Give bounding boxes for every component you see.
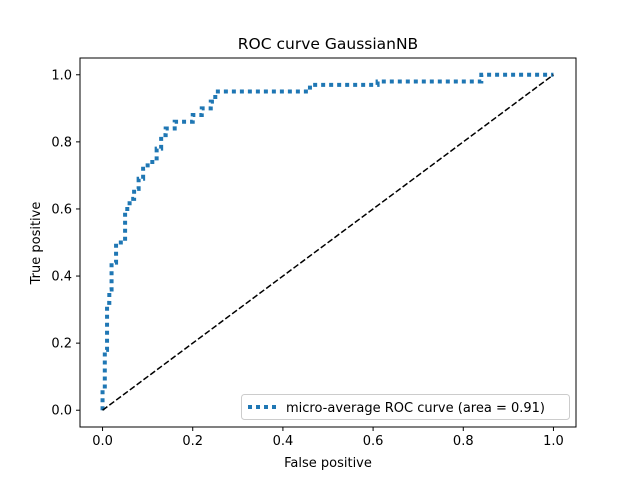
y-tick-label: 0.0 — [51, 404, 72, 419]
x-axis-label: False positive — [284, 456, 372, 471]
y-tick-label: 0.4 — [51, 270, 72, 285]
y-axis-ticks: 0.0 0.2 0.4 0.6 0.8 1.0 — [51, 68, 80, 419]
series-line-micro-average-roc — [100, 72, 554, 411]
legend-label-micro-average: micro-average ROC curve (area = 0.91) — [286, 401, 545, 416]
series-line-chance-diagonal — [102, 74, 554, 411]
y-tick-label: 0.2 — [51, 337, 72, 352]
x-tick-label: 0.6 — [363, 434, 384, 449]
x-tick-label: 0.8 — [453, 434, 474, 449]
y-tick-label: 1.0 — [51, 68, 72, 83]
x-tick-label: 1.0 — [543, 434, 564, 449]
axes-frame — [79, 57, 577, 428]
x-tick-label: 0.2 — [182, 434, 203, 449]
y-tick-label: 0.6 — [51, 202, 72, 217]
chart-title: ROC curve GaussianNB — [238, 35, 418, 53]
legend-box — [241, 394, 570, 420]
y-axis-label: True positive — [29, 202, 44, 286]
x-axis-ticks: 0.0 0.2 0.4 0.6 0.8 1.0 — [92, 427, 564, 449]
x-tick-label: 0.4 — [273, 434, 294, 449]
legend: micro-average ROC curve (area = 0.91) — [241, 394, 570, 420]
plot-area — [79, 57, 577, 428]
y-tick-label: 0.8 — [51, 135, 72, 150]
x-tick-label: 0.0 — [92, 434, 113, 449]
